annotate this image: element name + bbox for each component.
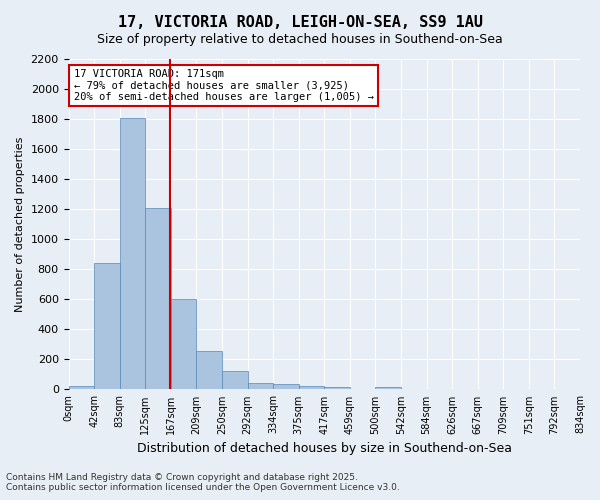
Bar bbox=[376, 387, 401, 390]
Text: 17, VICTORIA ROAD, LEIGH-ON-SEA, SS9 1AU: 17, VICTORIA ROAD, LEIGH-ON-SEA, SS9 1AU bbox=[118, 15, 482, 30]
Bar bbox=[299, 386, 324, 390]
Y-axis label: Number of detached properties: Number of detached properties bbox=[15, 136, 25, 312]
Text: 17 VICTORIA ROAD: 171sqm
← 79% of detached houses are smaller (3,925)
20% of sem: 17 VICTORIA ROAD: 171sqm ← 79% of detach… bbox=[74, 69, 374, 102]
Bar bbox=[222, 370, 248, 390]
Bar bbox=[119, 118, 145, 390]
Bar bbox=[68, 386, 94, 390]
Bar bbox=[324, 387, 350, 390]
Bar bbox=[145, 208, 171, 390]
Bar bbox=[273, 384, 299, 390]
Bar bbox=[171, 300, 196, 390]
Text: Size of property relative to detached houses in Southend-on-Sea: Size of property relative to detached ho… bbox=[97, 32, 503, 46]
Text: Contains HM Land Registry data © Crown copyright and database right 2025.
Contai: Contains HM Land Registry data © Crown c… bbox=[6, 473, 400, 492]
Bar bbox=[196, 351, 222, 390]
X-axis label: Distribution of detached houses by size in Southend-on-Sea: Distribution of detached houses by size … bbox=[137, 442, 512, 455]
Bar bbox=[248, 382, 273, 390]
Bar bbox=[94, 264, 119, 390]
